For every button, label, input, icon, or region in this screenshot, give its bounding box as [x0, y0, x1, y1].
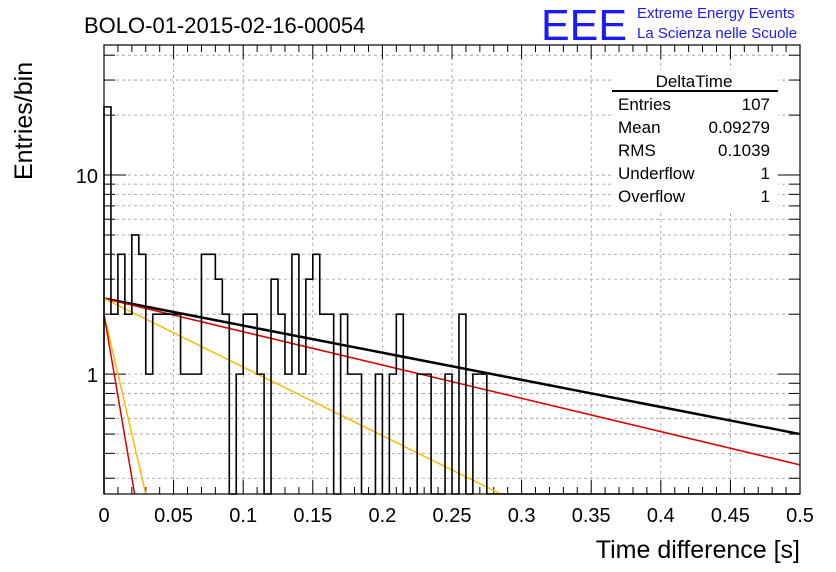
- x-tick-label: 0.4: [647, 505, 675, 527]
- x-tick-label: 0.5: [786, 505, 814, 527]
- stats-row-label: Mean: [618, 118, 661, 137]
- axis-ticks: [103, 45, 801, 494]
- x-tick-label: 0.3: [508, 505, 536, 527]
- stats-box: DeltaTime Entries 107 Mean 0.09279 RMS 0.1039…: [612, 70, 778, 210]
- stats-row-value: 1: [761, 164, 770, 183]
- stats-row-value: 0.1039: [718, 141, 770, 160]
- y-tick-label: 10: [76, 166, 98, 188]
- stats-row-label: RMS: [618, 141, 656, 160]
- eee-logo: EEE Extreme Energy Events La Scienza nel…: [541, 1, 797, 50]
- stats-row-value: 0.09279: [709, 118, 770, 137]
- x-tick-label: 0: [98, 505, 109, 527]
- x-tick-label: 0.15: [293, 505, 332, 527]
- y-tick-label: 1: [87, 365, 98, 387]
- plot-frame: [103, 44, 801, 495]
- x-axis-label: Time difference [s]: [596, 536, 800, 564]
- fit-line: [103, 297, 502, 495]
- stats-row-value: 107: [742, 95, 770, 114]
- logo-mark: EEE: [541, 1, 627, 50]
- stats-title: DeltaTime: [656, 72, 733, 91]
- y-tick-labels: 1 10: [76, 166, 98, 387]
- x-tick-label: 0.1: [229, 505, 257, 527]
- stats-row-label: Underflow: [618, 164, 695, 183]
- chart-title: BOLO-01-2015-02-16-00054: [84, 13, 365, 38]
- stats-row-value: 1: [761, 187, 770, 206]
- stats-row-label: Entries: [618, 95, 671, 114]
- stats-box-background: [612, 70, 778, 210]
- x-tick-label: 0.35: [572, 505, 611, 527]
- x-tick-labels: 0 0.05 0.1 0.15 0.2 0.25 0.3 0.35 0.4 0.45 0.5: [98, 505, 813, 527]
- x-tick-label: 0.2: [368, 505, 396, 527]
- x-tick-label: 0.45: [711, 505, 750, 527]
- x-tick-label: 0.05: [154, 505, 193, 527]
- logo-line-2: La Scienza nelle Scuole: [637, 25, 797, 42]
- logo-line-1: Extreme Energy Events: [637, 5, 795, 22]
- fit-line: [103, 314, 147, 495]
- fit-line: [103, 314, 136, 495]
- y-axis-label: Entries/bin: [10, 62, 38, 180]
- x-tick-label: 0.25: [433, 505, 472, 527]
- stats-rows: Entries 107 Mean 0.09279 RMS 0.1039 Underflow 1…: [618, 95, 770, 206]
- fit-line: [103, 297, 801, 436]
- stats-row-label: Overflow: [618, 187, 686, 206]
